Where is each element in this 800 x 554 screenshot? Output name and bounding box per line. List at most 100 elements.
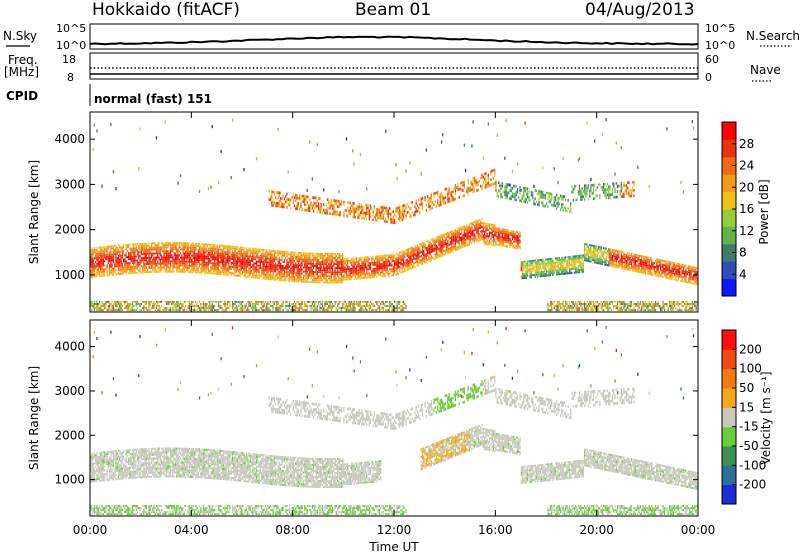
echo-cell (326, 259, 329, 262)
echo-cell (320, 263, 322, 266)
echo-cell (349, 212, 351, 216)
echo-cell (307, 203, 310, 207)
echo-cell (254, 268, 256, 271)
echo-cell (363, 270, 365, 273)
echo-cell (192, 254, 194, 257)
echo-cell (234, 272, 236, 275)
echo-cell (223, 253, 225, 255)
echo-cell (292, 263, 294, 266)
echo-cell (491, 169, 493, 173)
echo-cell (371, 262, 373, 264)
echo-cell (106, 274, 108, 277)
echo-cell (338, 277, 340, 280)
echo-cell (407, 256, 410, 259)
echo-cell (362, 277, 364, 279)
echo-cell (90, 269, 92, 272)
echo-cell (495, 243, 497, 246)
echo-cell (101, 274, 103, 277)
echo-cell (496, 231, 498, 234)
echo-cell (320, 211, 322, 214)
echo-cell (117, 300, 120, 303)
echo-cell (454, 192, 457, 195)
echo-cell (181, 305, 183, 307)
echo-cell (271, 255, 273, 258)
echo-cell (168, 266, 170, 269)
echo-cell (399, 266, 401, 268)
echo-cell (319, 269, 321, 272)
echo-cell (97, 273, 99, 276)
echo-cell (425, 247, 427, 249)
echo-cell (273, 270, 275, 273)
echo-cell (233, 303, 235, 305)
echo-cell (331, 269, 334, 272)
echo-cell (131, 255, 134, 258)
echo-cell (266, 309, 268, 312)
echo-cell (119, 244, 121, 247)
echo-cell (258, 272, 260, 275)
echo-cell (159, 250, 161, 253)
echo-cell (323, 188, 325, 192)
echo-cell (377, 300, 379, 303)
echo-cell (297, 205, 299, 208)
echo-cell (120, 246, 122, 249)
echo-cell (288, 261, 291, 264)
echo-cell (414, 213, 416, 217)
echo-cell (292, 261, 294, 264)
echo-cell (178, 250, 180, 253)
echo-cell (223, 309, 225, 312)
echo-cell (278, 194, 280, 197)
echo-cell (439, 251, 441, 254)
echo-cell (329, 259, 331, 262)
echo-cell (131, 243, 134, 246)
echo-cell (293, 305, 296, 307)
echo-cell (462, 240, 464, 242)
echo-cell (217, 270, 220, 273)
beam-title: Beam 01 (355, 0, 432, 20)
echo-cell (253, 272, 255, 275)
echo-cell (350, 272, 353, 274)
echo-cell (297, 272, 299, 275)
echo-cell (316, 267, 318, 270)
echo-cell (368, 266, 370, 269)
echo-cell (297, 303, 299, 305)
echo-cell (159, 252, 161, 255)
echo-cell (259, 264, 261, 267)
echo-cell (248, 267, 250, 270)
echo-cell (401, 213, 403, 216)
echo-cell (119, 273, 121, 276)
echo-cell (461, 230, 463, 233)
echo-cell (399, 307, 401, 309)
echo-cell (325, 265, 327, 268)
echo-cell (98, 246, 101, 249)
echo-cell (358, 202, 360, 206)
echo-cell (92, 275, 94, 278)
echo-cell (129, 305, 131, 307)
echo-cell (110, 263, 112, 266)
echo-cell (400, 210, 402, 214)
echo-cell (382, 309, 384, 312)
echo-cell (276, 309, 278, 312)
echo-cell (119, 269, 121, 271)
echo-cell (377, 255, 379, 258)
echo-cell (116, 250, 118, 253)
echo-cell (101, 303, 103, 305)
echo-cell (124, 254, 126, 257)
echo-cell (318, 281, 320, 284)
echo-cell (245, 259, 248, 262)
echo-cell (119, 309, 121, 312)
echo-cell (430, 257, 432, 260)
echo-cell (112, 271, 115, 274)
echo-cell (129, 303, 131, 305)
echo-cell (143, 305, 145, 307)
echo-cell (155, 270, 158, 273)
echo-cell (278, 307, 280, 309)
echo-cell (242, 263, 244, 265)
echo-cell (198, 309, 201, 312)
echo-cell (304, 303, 306, 305)
echo-cell (154, 309, 156, 312)
echo-cell (383, 220, 386, 223)
echo-cell (401, 309, 403, 312)
echo-cell (478, 223, 481, 226)
echo-cell (255, 157, 258, 161)
echo-cell (353, 269, 355, 272)
